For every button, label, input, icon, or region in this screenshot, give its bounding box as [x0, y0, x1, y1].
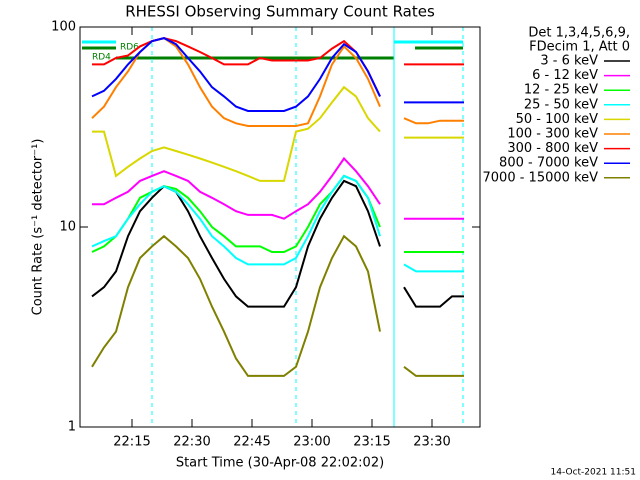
x-tick-label: 23:00 — [293, 435, 330, 450]
series-line — [91, 179, 464, 308]
legend-label: 12 - 25 keV — [524, 83, 598, 98]
legend-label: 3 - 6 keV — [540, 54, 598, 69]
annotation: RD4 — [92, 53, 111, 63]
legend-label: 25 - 50 keV — [524, 97, 598, 112]
legend-label: 100 - 300 keV — [507, 127, 598, 142]
chart-title: RHESSI Observing Summary Count Rates — [125, 3, 435, 21]
series-line — [92, 85, 464, 182]
series-line — [92, 37, 464, 97]
annotation: RD6 — [120, 43, 139, 53]
state-bars — [82, 27, 464, 427]
footer-date: 14-Oct-2021 11:51 — [551, 468, 636, 478]
y-axis-label: Count Rate (s⁻¹ detector⁻¹) — [31, 139, 46, 316]
legend-label: 6 - 12 keV — [532, 68, 598, 83]
series-line — [91, 37, 464, 112]
y-tick-label: 10 — [59, 220, 76, 235]
legend-label: 7000 - 15000 keV — [483, 170, 599, 185]
legend-label: 800 - 7000 keV — [499, 156, 598, 171]
x-tick-label: 22:15 — [113, 435, 150, 450]
y-tick-label: 1 — [68, 420, 76, 435]
x-tick-label: 23:15 — [353, 435, 390, 450]
series-line — [91, 234, 464, 377]
x-tick-label: 22:45 — [233, 435, 270, 450]
legend-header: FDecim 1, Att 0 — [529, 40, 630, 55]
y-tick-label: 100 — [51, 20, 76, 35]
legend-header: Det 1,3,4,5,6,9, — [528, 26, 630, 41]
legend-label: 50 - 100 keV — [516, 112, 599, 127]
series-line — [91, 174, 464, 273]
x-tick-label: 23:30 — [413, 435, 450, 450]
legend-label: 300 - 800 keV — [507, 141, 598, 156]
x-axis-label: Start Time (30-Apr-08 22:02:02) — [176, 456, 384, 471]
x-tick-label: 22:30 — [173, 435, 210, 450]
series-line — [92, 156, 464, 220]
